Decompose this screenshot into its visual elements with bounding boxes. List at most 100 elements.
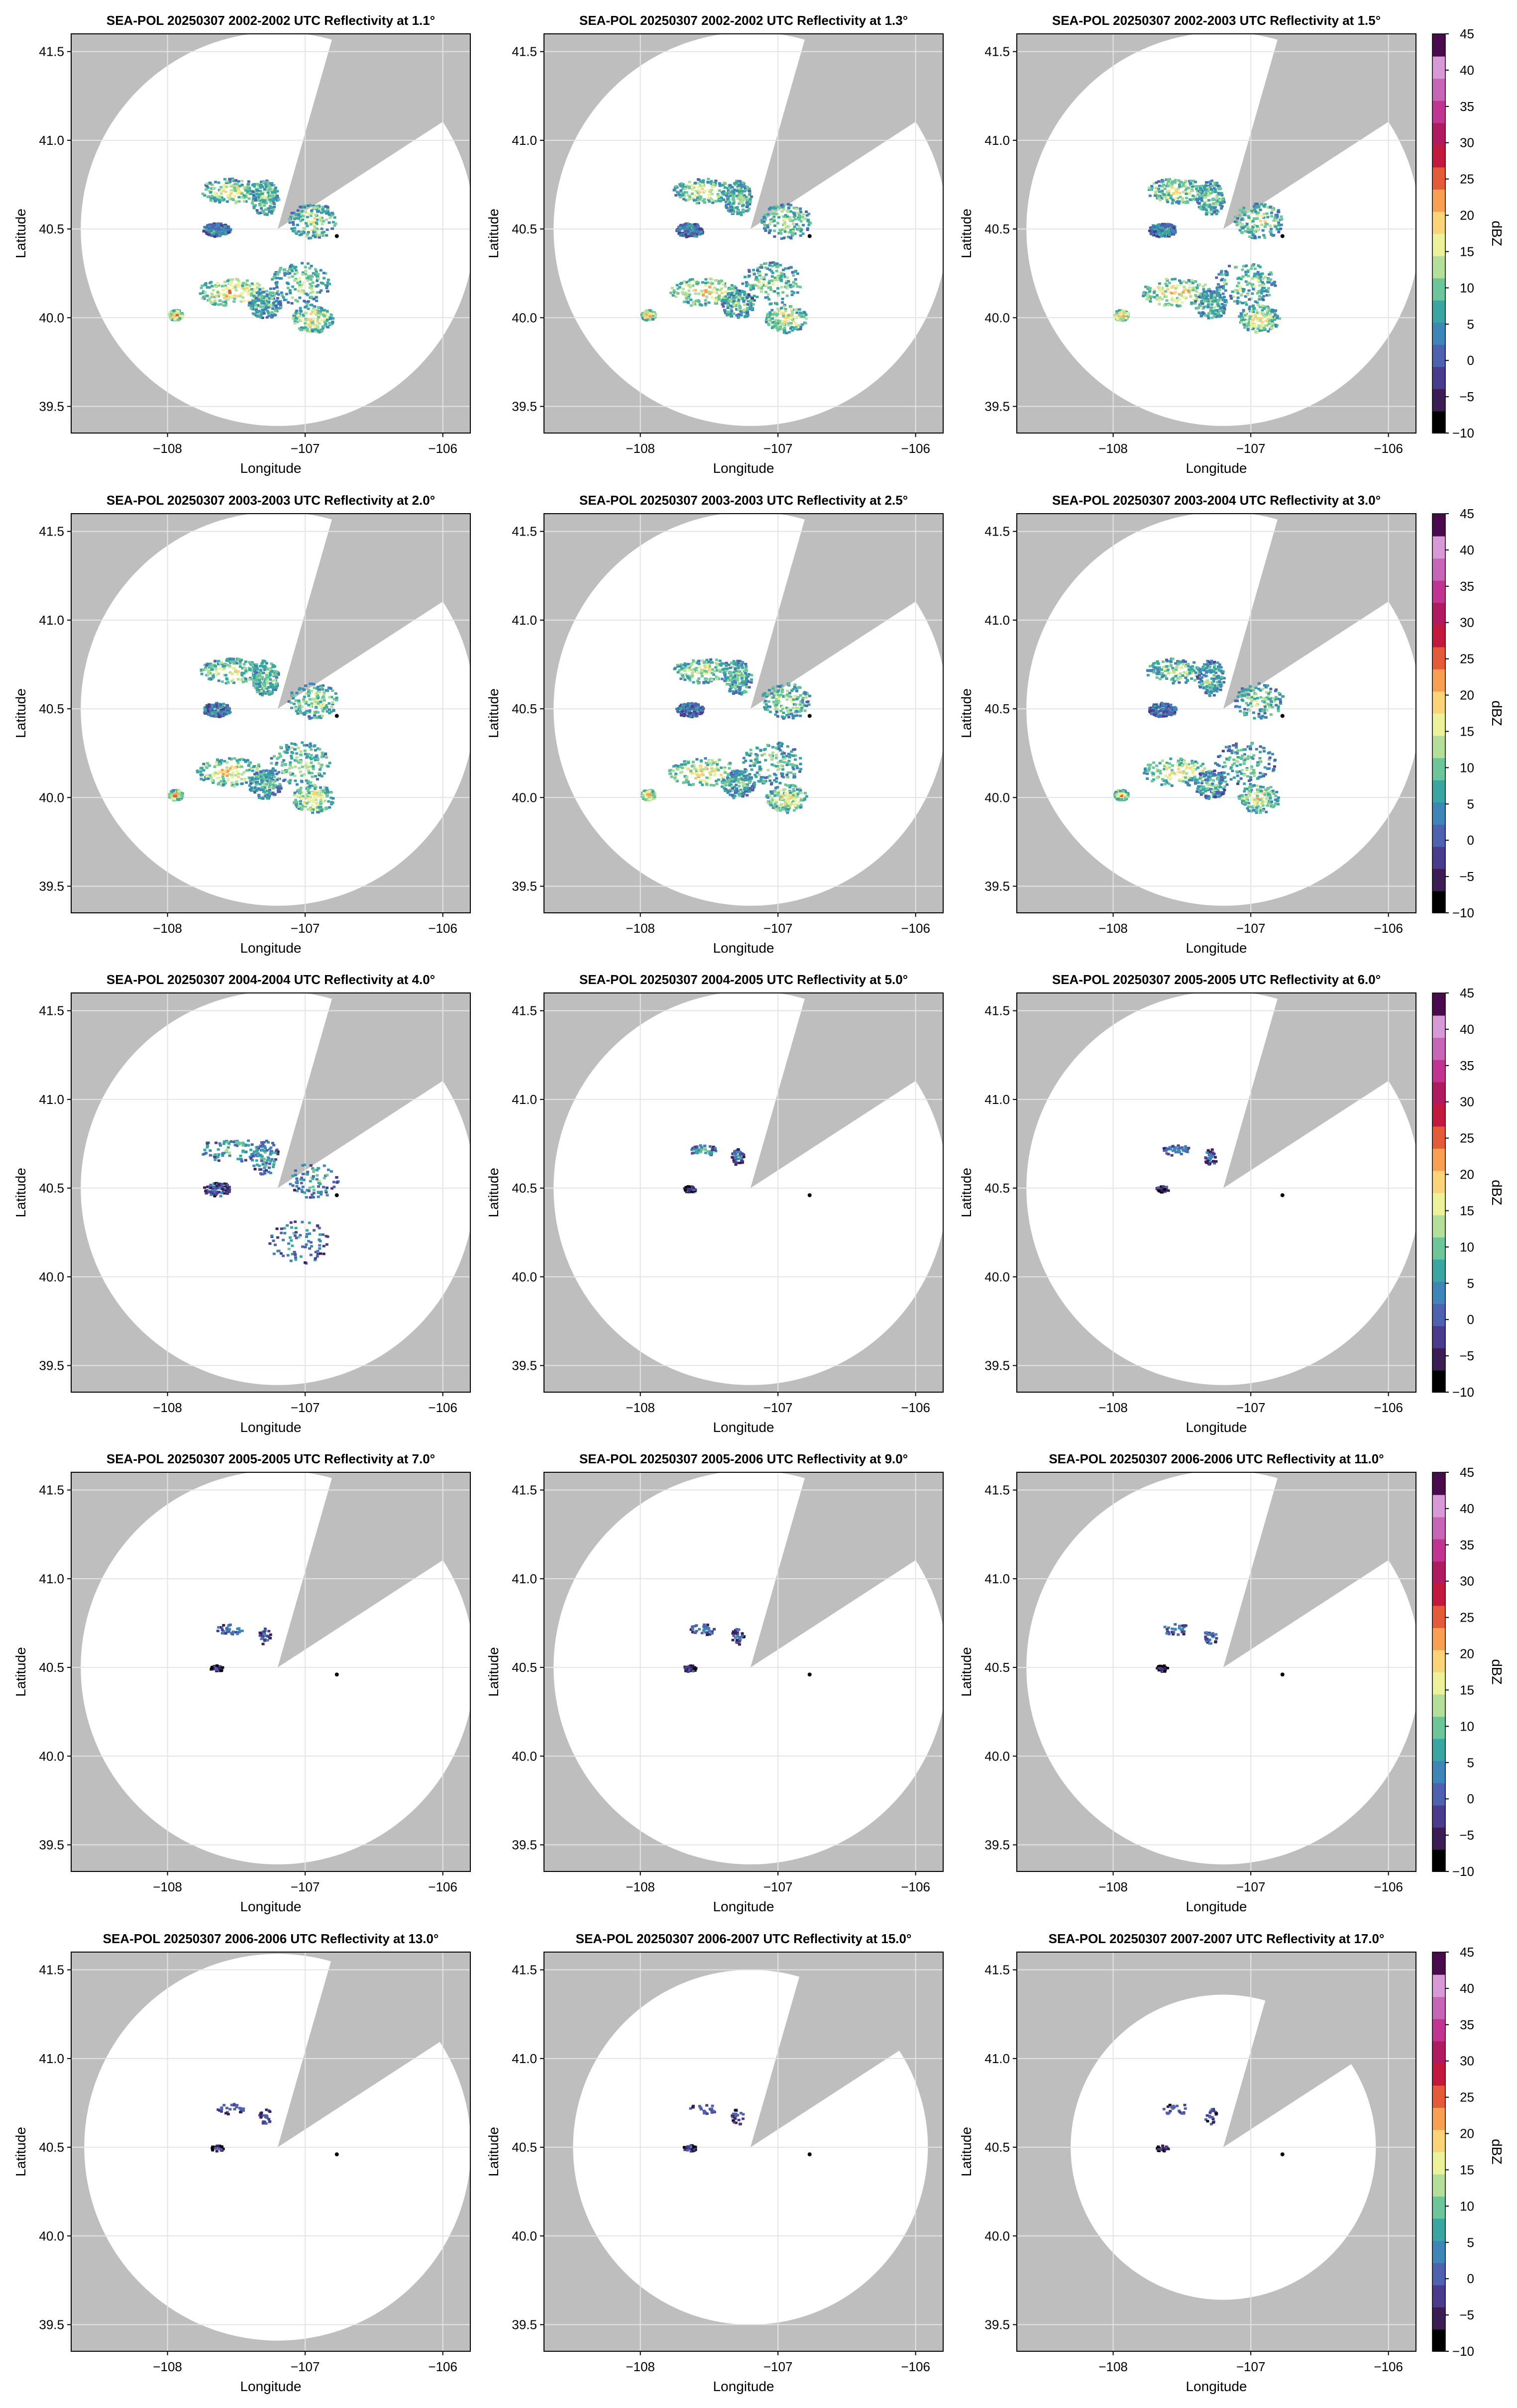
reflectivity-cell (1216, 286, 1219, 289)
reflectivity-cell (1198, 283, 1201, 286)
reflectivity-cell (228, 671, 232, 674)
reflectivity-cell (1261, 277, 1265, 280)
reflectivity-cell (237, 190, 240, 193)
reflectivity-cell (678, 286, 681, 289)
reflectivity-cell (1262, 327, 1266, 329)
reflectivity-cell (255, 209, 259, 212)
reflectivity-cell (265, 674, 268, 677)
reflectivity-cell (799, 234, 802, 237)
reflectivity-cell (1220, 270, 1223, 273)
reflectivity-cell (790, 314, 794, 317)
reflectivity-cell (257, 192, 261, 195)
reflectivity-cell (775, 303, 779, 306)
reflectivity-cell (695, 190, 698, 193)
reflectivity-cell (727, 311, 731, 314)
reflectivity-cell (261, 287, 265, 290)
reflectivity-cell (675, 291, 678, 294)
reflectivity-cell (211, 285, 214, 288)
reflectivity-cell (218, 292, 222, 295)
reflectivity-cell (268, 211, 271, 214)
reflectivity-cell (279, 305, 283, 308)
reflectivity-cell (771, 321, 775, 324)
reflectivity-cell (281, 294, 284, 297)
reflectivity-cell (1155, 227, 1158, 230)
reflectivity-cell (1243, 319, 1247, 322)
reflectivity-cell (272, 184, 276, 187)
reflectivity-cell (324, 284, 327, 287)
reflectivity-cell (1200, 191, 1203, 194)
reflectivity-cell (1237, 276, 1241, 279)
reflectivity-cell (255, 677, 259, 679)
reflectivity-cell (699, 180, 702, 183)
reflectivity-cell (1276, 324, 1279, 327)
reflectivity-cell (244, 677, 247, 680)
reflectivity-cell (260, 689, 263, 692)
reflectivity-cell (1146, 293, 1150, 295)
reflectivity-cell (742, 197, 745, 200)
reflectivity-cell (801, 232, 805, 235)
reflectivity-cell (790, 326, 793, 328)
reflectivity-cell (289, 216, 293, 219)
reflectivity-cell (1234, 216, 1237, 219)
reflectivity-cell (1185, 192, 1188, 195)
reflectivity-cell (1237, 222, 1241, 225)
reflectivity-cell (261, 309, 264, 312)
reflectivity-cell (1276, 228, 1279, 230)
reflectivity-cell (1242, 288, 1246, 291)
reflectivity-cell (748, 304, 751, 307)
reflectivity-cell (325, 234, 328, 237)
reflectivity-cell (325, 287, 328, 289)
reflectivity-cell (262, 687, 266, 690)
reflectivity-cell (794, 278, 797, 281)
reflectivity-cell (1221, 298, 1224, 301)
reflectivity-cell (713, 200, 716, 203)
reflectivity-cell (209, 708, 212, 711)
reflectivity-cell (1217, 273, 1221, 276)
reflectivity-cell (231, 178, 235, 181)
reflectivity-cell (263, 308, 266, 311)
reflectivity-cell (320, 211, 324, 214)
reflectivity-cell (310, 220, 314, 223)
reflectivity-cell (773, 311, 777, 314)
reflectivity-cell (1189, 289, 1192, 292)
reflectivity-cell (718, 298, 721, 301)
reflectivity-cell (1254, 203, 1257, 206)
reflectivity-cell (290, 268, 293, 271)
reflectivity-cell (768, 229, 772, 232)
reflectivity-cell (203, 663, 207, 666)
reflectivity-cell (310, 296, 314, 298)
reflectivity-cell (1234, 290, 1237, 293)
reflectivity-cell (752, 283, 756, 286)
reflectivity-cell (1192, 298, 1196, 301)
reflectivity-cell (267, 301, 271, 304)
reflectivity-cell (298, 280, 302, 283)
reflectivity-cell (1185, 281, 1188, 284)
reflectivity-cell (246, 191, 249, 194)
reflectivity-cell (736, 190, 739, 192)
colorbar-segment (1432, 388, 1445, 412)
reflectivity-cell (240, 180, 244, 183)
reflectivity-cell (726, 307, 730, 309)
reflectivity-cell (300, 213, 304, 216)
reflectivity-cell (790, 290, 794, 293)
reflectivity-cell (1254, 236, 1257, 239)
reflectivity-cell (207, 186, 210, 189)
reflectivity-cell (314, 703, 318, 706)
reflectivity-cell (1244, 312, 1247, 315)
reflectivity-cell (308, 204, 312, 207)
reflectivity-cell (799, 325, 803, 328)
reflectivity-cell (213, 197, 216, 200)
reflectivity-cell (1157, 299, 1161, 302)
reflectivity-cell (1251, 231, 1254, 234)
reflectivity-cell (747, 197, 751, 200)
colorbar-segment (1432, 144, 1445, 168)
reflectivity-cell (687, 284, 691, 287)
reflectivity-cell (314, 205, 317, 208)
reflectivity-cell (1239, 312, 1243, 315)
reflectivity-cell (764, 319, 768, 322)
reflectivity-cell (727, 203, 731, 206)
reflectivity-cell (775, 270, 778, 273)
reflectivity-cell (799, 219, 803, 222)
reflectivity-cell (326, 315, 329, 318)
y-tick-label: 41.0 (984, 133, 1010, 148)
